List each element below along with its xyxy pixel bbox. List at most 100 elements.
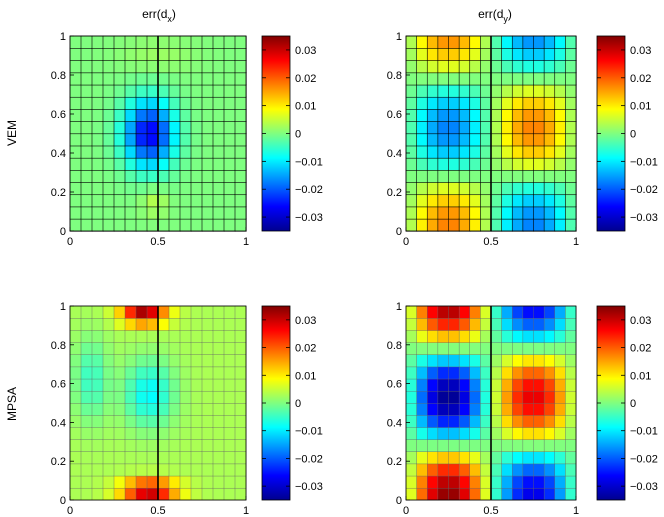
heatmap-cell: [69, 169, 82, 183]
heatmap-cell: [469, 414, 481, 428]
heatmap-cell: [234, 169, 247, 183]
heatmap-cell: [69, 378, 82, 392]
heatmap-cell: [437, 317, 450, 331]
heatmap-cell: [212, 169, 225, 183]
heatmap-cell: [511, 121, 524, 135]
heatmap-cell: [135, 169, 148, 183]
y-tick-label: 0: [396, 495, 402, 507]
heatmap-cell: [102, 218, 115, 232]
heatmap-cell: [179, 47, 192, 61]
heatmap-cell: [416, 35, 428, 49]
heatmap-cell: [201, 414, 214, 428]
heatmap-cell: [437, 133, 450, 147]
heatmap-cell: [168, 133, 181, 147]
heatmap-cell: [533, 366, 545, 380]
heatmap-cell: [554, 330, 566, 343]
heatmap-cell: [102, 181, 115, 196]
heatmap-cell: [458, 317, 471, 331]
heatmap-cell: [448, 218, 460, 232]
heatmap-cell: [80, 206, 93, 220]
heatmap-cell: [554, 427, 566, 440]
heatmap-cell: [437, 84, 450, 98]
heatmap-cell: [512, 354, 524, 368]
heatmap-cell: [448, 330, 460, 343]
heatmap-cell: [69, 354, 82, 368]
heatmap-cell: [405, 305, 418, 319]
heatmap-cell: [124, 133, 137, 147]
heatmap-cell: [190, 145, 203, 159]
heatmap-cell: [533, 427, 545, 440]
heatmap-cell: [480, 60, 492, 74]
heatmap-cell: [234, 427, 247, 440]
heatmap-cell: [522, 463, 535, 477]
heatmap-cell: [469, 194, 481, 208]
column-title-dx: err(dx): [142, 7, 176, 24]
heatmap-cell: [124, 35, 137, 49]
heatmap-cell: [512, 463, 524, 477]
heatmap-cell: [522, 414, 535, 428]
heatmap-cell: [80, 487, 93, 501]
heatmap-cell: [511, 157, 524, 171]
heatmap-cell: [405, 390, 418, 404]
heatmap-cell: [234, 354, 247, 368]
heatmap-cell: [124, 169, 137, 183]
heatmap-cell: [501, 427, 513, 440]
heatmap-cell: [234, 463, 247, 477]
heatmap-cell: [511, 47, 524, 61]
heatmap-cell: [533, 72, 545, 86]
heatmap-cell: [469, 402, 481, 416]
heatmap-cell: [458, 402, 471, 416]
heatmap-cell: [543, 330, 556, 343]
heatmap-cell: [480, 427, 492, 440]
heatmap-cell: [490, 378, 503, 392]
heatmap-cell: [223, 475, 236, 489]
heatmap-cell: [448, 206, 460, 220]
heatmap-cell: [234, 206, 247, 220]
heatmap-cell: [179, 317, 192, 331]
heatmap-cell: [113, 366, 126, 380]
heatmap-cell: [490, 475, 503, 489]
heatmap-cell: [91, 402, 104, 416]
heatmap-cell: [426, 218, 439, 232]
heatmap-cell: [448, 463, 460, 477]
heatmap-cell: [223, 451, 236, 465]
heatmap-cell: [458, 60, 471, 74]
heatmap-cell: [80, 169, 93, 183]
heatmap-cell: [124, 354, 137, 368]
heatmap-cell: [533, 342, 545, 356]
x-tick-label: 0: [403, 505, 409, 517]
heatmap-cell: [426, 35, 439, 49]
heatmap-cell: [91, 121, 104, 135]
heatmap-cell: [501, 402, 513, 416]
heatmap-cell: [190, 72, 203, 86]
heatmap-cell: [501, 330, 513, 343]
heatmap-cell: [168, 317, 181, 331]
heatmap-cell: [223, 427, 236, 440]
heatmap-cell: [469, 121, 481, 135]
heatmap-cell: [405, 108, 418, 122]
heatmap-cell: [168, 181, 181, 196]
heatmap-cell: [80, 305, 93, 319]
heatmap-cell: [416, 354, 428, 368]
heatmap-cell: [469, 439, 481, 453]
heatmap-cell: [565, 157, 577, 171]
heatmap-cell: [157, 47, 170, 61]
heatmap-cell: [427, 487, 439, 501]
heatmap-cell: [80, 145, 93, 159]
heatmap-cell: [490, 439, 503, 453]
heatmap-cell: [501, 342, 513, 356]
heatmap-cell: [448, 451, 460, 465]
heatmap-cell: [157, 414, 170, 428]
heatmap-cell: [405, 402, 418, 416]
heatmap-cell: [80, 475, 93, 489]
heatmap-cell: [565, 206, 577, 220]
heatmap-cell: [458, 47, 471, 61]
heatmap-cell: [223, 206, 236, 220]
heatmap-cell: [201, 157, 214, 171]
heatmap-cell: [80, 133, 93, 147]
heatmap-cell: [426, 84, 439, 98]
heatmap-cell: [469, 133, 481, 147]
heatmap-cell: [124, 157, 137, 171]
x-tick-label: 0.5: [483, 505, 498, 517]
heatmap-cell: [135, 35, 148, 49]
